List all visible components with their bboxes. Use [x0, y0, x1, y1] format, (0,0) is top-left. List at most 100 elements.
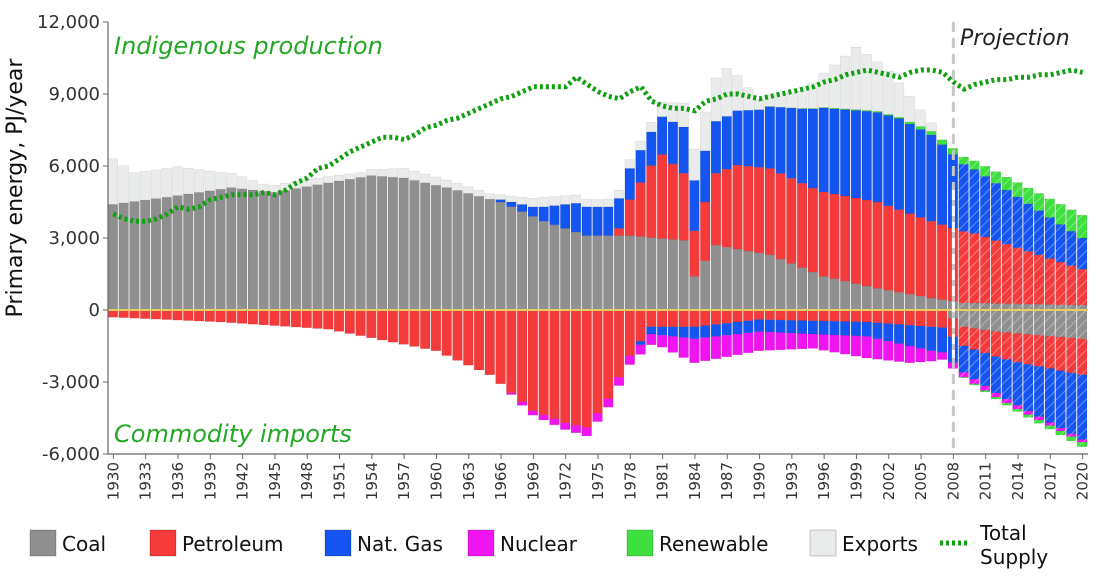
bar-petroleum-imports-1992: [775, 309, 786, 321]
bar-petroleum-imports-1962: [452, 309, 463, 361]
bar-petroleum-imports-1955: [376, 309, 388, 341]
bar-exports-production-1999: [850, 46, 862, 110]
bar-petroleum-imports-1971: [549, 309, 560, 420]
bar-coal-production-1972: [560, 228, 571, 311]
bar-nat-gas-production-1970: [538, 206, 549, 222]
bar-nuclear-imports-1982: [667, 336, 679, 353]
projection-hatch: [958, 22, 1088, 454]
bar-renewable-production-2004: [904, 121, 915, 125]
bar-exports-production-1953: [355, 172, 366, 178]
bar-coal-production-1977: [613, 235, 625, 311]
bar-petroleum-imports-2005: [915, 309, 926, 327]
bar-exports-production-1993: [786, 92, 797, 109]
bar-coal-production-2000: [861, 285, 872, 311]
bar-nat-gas-production-1972: [560, 204, 571, 229]
bar-nat-gas-production-1971: [549, 205, 560, 226]
bar-coal-production-1959: [420, 182, 431, 311]
bar-nuclear-imports-1968: [516, 401, 528, 406]
bar-coal-production-1957: [398, 177, 409, 311]
bar-petroleum-production-1978: [624, 199, 635, 236]
bar-coal-production-1979: [635, 236, 646, 311]
bar-coal-production-1933: [140, 199, 151, 311]
bar-nat-gas-production-1967: [506, 201, 517, 208]
legend-item-nuclear: Nuclear: [467, 529, 578, 557]
bar-coal-production-1947: [290, 188, 302, 311]
bar-petroleum-imports-1952: [344, 309, 355, 334]
bar-petroleum-imports-1988: [732, 309, 743, 323]
bar-coal-production-1950: [323, 182, 334, 311]
bar-coal-production-1973: [570, 231, 582, 311]
bar-nat-gas-production-2005: [915, 129, 926, 218]
bar-petroleum-imports-1993: [786, 309, 797, 321]
bar-petroleum-imports-1981: [656, 309, 668, 328]
bar-petroleum-imports-1941: [226, 309, 237, 323]
bar-petroleum-imports-1998: [840, 309, 851, 322]
bar-nat-gas-imports-1979: [635, 340, 646, 346]
bar-petroleum-imports-2004: [904, 309, 915, 326]
bar-petroleum-production-1994: [796, 182, 808, 269]
bar-coal-production-1942: [236, 188, 248, 311]
bar-petroleum-production-1982: [667, 163, 679, 240]
bar-exports-production-1975: [592, 199, 603, 208]
bar-petroleum-production-1990: [753, 167, 765, 254]
bar-petroleum-imports-1974: [581, 309, 592, 428]
x-tick-label: 2008: [944, 462, 962, 500]
bar-petroleum-production-1996: [818, 191, 829, 277]
bar-exports-production-1950: [323, 176, 334, 184]
bar-exports-production-1939: [204, 170, 215, 192]
bar-nuclear-imports-1967: [506, 392, 517, 395]
bar-nat-gas-production-1980: [646, 131, 657, 166]
bar-petroleum-imports-1959: [420, 309, 431, 349]
bar-exports-production-1968: [516, 196, 528, 205]
bar-nat-gas-imports-1994: [796, 320, 808, 334]
bar-nat-gas-production-1966: [495, 199, 506, 203]
bar-petroleum-imports-1983: [678, 309, 689, 328]
bar-nat-gas-imports-1996: [818, 320, 829, 335]
bar-exports-production-1935: [161, 168, 172, 198]
bar-petroleum-imports-1979: [635, 309, 646, 342]
bar-petroleum-imports-1937: [183, 309, 194, 321]
bar-coal-production-1995: [807, 271, 819, 311]
bar-petroleum-production-2005: [915, 217, 926, 297]
legend-label-total-supply: Total Supply: [979, 521, 1048, 569]
bar-petroleum-imports-1931: [118, 309, 129, 318]
legend-label-exports: Exports: [842, 532, 918, 556]
bar-coal-production-1962: [452, 190, 463, 311]
bar-coal-production-1988: [732, 248, 743, 311]
bar-nuclear-imports-1972: [560, 422, 571, 430]
bar-exports-production-1978: [624, 159, 635, 169]
bar-nuclear-imports-1969: [527, 410, 539, 416]
bar-petroleum-imports-1939: [204, 309, 215, 322]
bar-petroleum-imports-1968: [516, 309, 528, 403]
legend-swatch-coal: [29, 529, 57, 557]
bar-exports-production-1951: [333, 174, 345, 182]
bar-petroleum-imports-1942: [236, 309, 248, 324]
bar-petroleum-imports-1949: [312, 309, 323, 329]
bar-nat-gas-imports-1998: [840, 321, 851, 336]
y-axis-label: Primary energy, PJ/year: [3, 58, 28, 318]
bar-nat-gas-imports-1999: [850, 321, 862, 337]
bar-renewable-production-1997: [829, 107, 840, 110]
bar-nat-gas-production-1968: [516, 204, 528, 212]
bar-coal-production-1985: [700, 260, 711, 311]
bar-nat-gas-imports-2002: [883, 323, 894, 342]
legend-label-nuclear: Nuclear: [500, 532, 578, 556]
bar-coal-production-1958: [409, 180, 420, 311]
legend: Coal Petroleum Nat. Gas Nuclear Renewable Exp…: [29, 521, 1048, 569]
bar-nuclear-imports-1993: [786, 332, 797, 350]
bar-petroleum-imports-1944: [258, 309, 269, 326]
bar-nat-gas-production-1995: [807, 108, 819, 189]
x-tick-label: 1951: [331, 462, 349, 500]
bar-nuclear-imports-1973: [570, 424, 582, 434]
x-tick-label: 2014: [1009, 462, 1027, 500]
bar-petroleum-imports-1970: [538, 309, 549, 416]
bar-nuclear-imports-2007: [936, 352, 948, 360]
bar-exports-production-1961: [441, 179, 452, 188]
bar-nat-gas-production-1997: [829, 108, 840, 195]
bar-exports-production-1957: [398, 168, 409, 179]
bar-coal-production-1967: [506, 206, 517, 311]
bar-nuclear-imports-1985: [700, 337, 711, 362]
bar-nat-gas-production-2003: [893, 118, 905, 210]
bar-nuclear-imports-2000: [861, 336, 872, 359]
